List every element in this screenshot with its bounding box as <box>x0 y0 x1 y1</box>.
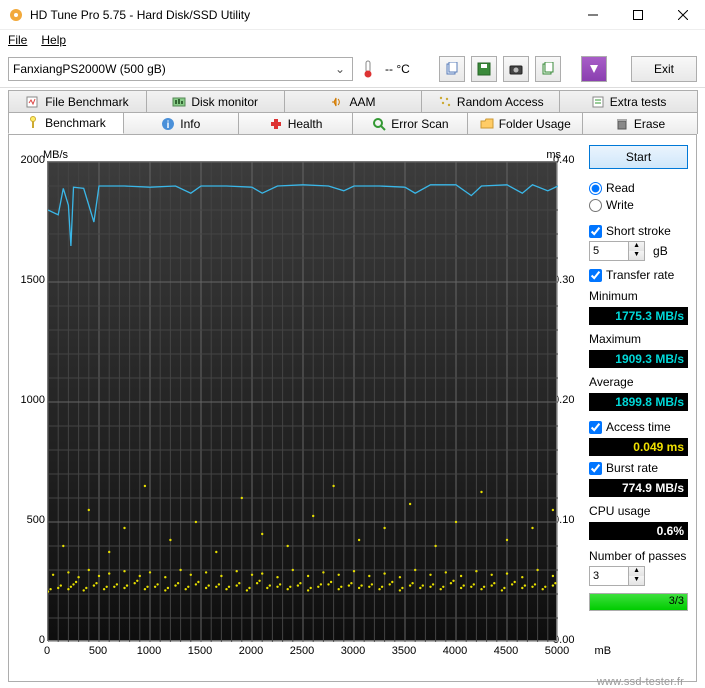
minimum-label: Minimum <box>589 289 688 303</box>
tabs-row-2: BenchmarkiInfoHealthError ScanFolder Usa… <box>8 112 697 134</box>
passes-progress: 3/3 <box>589 593 688 611</box>
benchmark-chart <box>47 161 557 641</box>
tab-info[interactable]: iInfo <box>123 112 239 134</box>
tab-error-scan[interactable]: Error Scan <box>352 112 468 134</box>
tabs: File BenchmarkDisk monitorAAMRandom Acce… <box>0 88 705 134</box>
short-stroke-input[interactable]: ▲▼ <box>589 241 647 261</box>
menubar: File Help <box>0 30 705 50</box>
tab-folder-usage[interactable]: Folder Usage <box>467 112 583 134</box>
tab-extra-tests[interactable]: Extra tests <box>559 90 698 112</box>
random-access-icon <box>438 95 452 109</box>
close-button[interactable] <box>660 0 705 30</box>
cpu-usage-label: CPU usage <box>589 504 688 518</box>
copy-info-button[interactable] <box>439 56 465 82</box>
burst-rate-check[interactable]: Burst rate <box>589 461 688 475</box>
benchmark-panel: MB/s ms 2000150010005000 0.400.300.200.1… <box>8 134 697 682</box>
chevron-down-icon: ⌄ <box>332 62 348 76</box>
app-icon <box>8 7 24 23</box>
erase-icon <box>615 117 629 131</box>
access-time-check[interactable]: Access time <box>589 420 688 434</box>
read-radio[interactable]: Read <box>589 181 688 195</box>
minimize-button[interactable] <box>570 0 615 30</box>
tabs-row-1: File BenchmarkDisk monitorAAMRandom Acce… <box>8 90 697 112</box>
menu-help[interactable]: Help <box>41 33 66 47</box>
file-benchmark-icon <box>26 95 40 109</box>
maximize-button[interactable] <box>615 0 660 30</box>
tab-file-benchmark[interactable]: File Benchmark <box>8 90 147 112</box>
titlebar: HD Tune Pro 5.75 - Hard Disk/SSD Utility <box>0 0 705 30</box>
save-button[interactable] <box>471 56 497 82</box>
watermark: www.ssd-tester.fr <box>597 676 684 688</box>
y-axis-left: 2000150010005000 <box>17 145 47 645</box>
disk-monitor-icon <box>172 95 186 109</box>
maximum-value: 1909.3 MB/s <box>589 350 688 368</box>
folder-usage-icon <box>480 117 494 131</box>
tab-erase[interactable]: Erase <box>582 112 698 134</box>
window-title: HD Tune Pro 5.75 - Hard Disk/SSD Utility <box>30 8 570 22</box>
tab-health[interactable]: Health <box>238 112 354 134</box>
benchmark-icon <box>26 116 40 130</box>
passes-input[interactable]: ▲▼ <box>589 566 647 586</box>
transfer-rate-check[interactable]: Transfer rate <box>589 268 688 282</box>
thermometer-icon <box>359 59 377 79</box>
extra-tests-icon <box>591 95 605 109</box>
copy-image-button[interactable] <box>535 56 561 82</box>
error-scan-icon <box>372 117 386 131</box>
cpu-usage-value: 0.6% <box>589 522 688 540</box>
menu-file[interactable]: File <box>8 33 27 47</box>
aam-icon <box>330 95 344 109</box>
drive-select-label: FanxiangPS2000W (500 gB) <box>13 62 166 76</box>
screenshot-button[interactable] <box>503 56 529 82</box>
window-buttons <box>570 0 705 30</box>
tab-random-access[interactable]: Random Access <box>421 90 560 112</box>
exit-button[interactable]: Exit <box>631 56 697 82</box>
short-stroke-unit: gB <box>653 244 668 258</box>
average-value: 1899.8 MB/s <box>589 393 688 411</box>
minimum-value: 1775.3 MB/s <box>589 307 688 325</box>
drive-select[interactable]: FanxiangPS2000W (500 gB) ⌄ <box>8 57 353 81</box>
health-icon <box>269 117 283 131</box>
access-time-value: 0.049 ms <box>589 438 688 456</box>
average-label: Average <box>589 375 688 389</box>
burst-rate-value: 774.9 MB/s <box>589 479 688 497</box>
options-button[interactable] <box>581 56 607 82</box>
side-panel: Start Read Write Short stroke ▲▼ gB Tran… <box>589 145 688 677</box>
tab-aam[interactable]: AAM <box>284 90 423 112</box>
maximum-label: Maximum <box>589 332 688 346</box>
chart-zone: MB/s ms 2000150010005000 0.400.300.200.1… <box>17 145 581 677</box>
start-button[interactable]: Start <box>589 145 688 169</box>
passes-label: Number of passes <box>589 549 688 563</box>
x-axis-unit: mB <box>595 645 612 657</box>
x-axis: 0500100015002000250030003500400045005000 <box>47 645 557 661</box>
tab-disk-monitor[interactable]: Disk monitor <box>146 90 285 112</box>
write-radio[interactable]: Write <box>589 198 688 212</box>
toolbar: FanxiangPS2000W (500 gB) ⌄ -- °C Exit <box>0 50 705 88</box>
short-stroke-check[interactable]: Short stroke <box>589 224 688 238</box>
svg-text:i: i <box>167 120 170 131</box>
info-icon: i <box>161 117 175 131</box>
tab-benchmark[interactable]: Benchmark <box>8 112 124 134</box>
temperature-label: -- °C <box>385 62 410 76</box>
